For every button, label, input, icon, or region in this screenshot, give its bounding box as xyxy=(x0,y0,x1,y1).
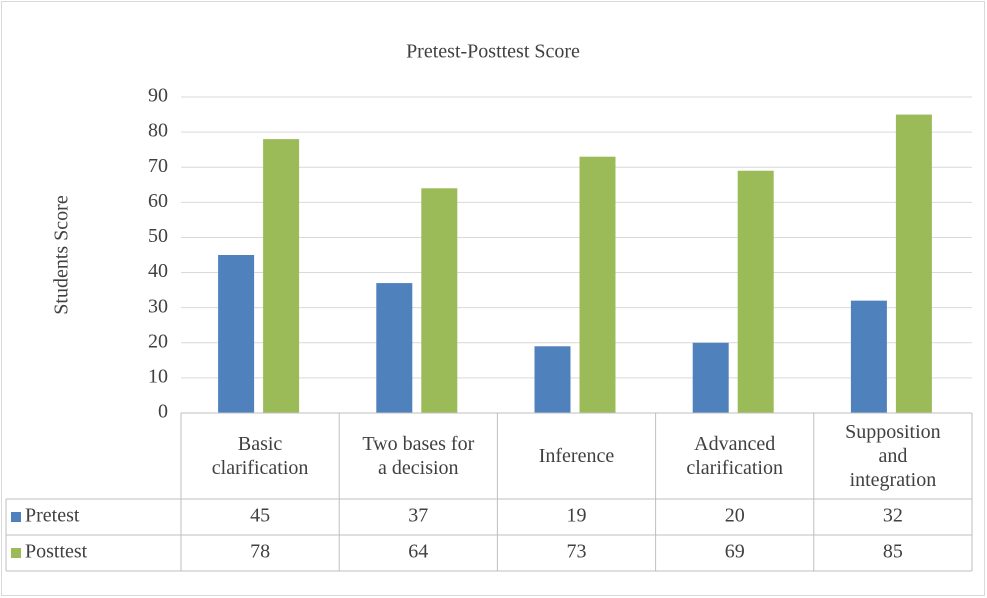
bar xyxy=(850,300,887,413)
legend-label: Pretest xyxy=(25,505,80,527)
table-value: 73 xyxy=(567,541,587,563)
category-cell: Advanced clarification xyxy=(656,413,814,499)
bar xyxy=(895,114,932,414)
category-cell: Supposition and integration xyxy=(814,413,972,499)
x-tick-label: Supposition and integration xyxy=(845,421,941,491)
bar xyxy=(421,188,458,413)
table-value: 64 xyxy=(408,541,428,563)
bar xyxy=(579,156,616,413)
category-cell-box: Inference xyxy=(497,413,655,499)
table-value: 37 xyxy=(408,505,428,527)
chart-title: Pretest-Posttest Score xyxy=(406,41,580,63)
category-cell: Inference xyxy=(497,413,655,499)
table-value: 20 xyxy=(725,505,745,527)
category-cell: Basic clarification xyxy=(181,413,339,499)
category-cell-box: Advanced clarification xyxy=(656,413,814,499)
legend-label: Posttest xyxy=(25,541,88,563)
x-tick-label: Two bases for a decision xyxy=(362,433,475,479)
bar xyxy=(737,170,774,413)
bar xyxy=(263,139,300,413)
y-axis-label: Students Score xyxy=(51,195,73,315)
y-tick-label: 80 xyxy=(148,120,168,142)
table-value: 45 xyxy=(250,505,270,527)
category-cell-box: Basic clarification xyxy=(181,413,339,499)
x-tick-label: Basic clarification xyxy=(211,433,309,479)
y-tick-label: 10 xyxy=(148,365,168,387)
bar xyxy=(376,283,413,413)
y-tick-label: 40 xyxy=(148,260,168,282)
bar xyxy=(218,255,255,413)
table-value: 85 xyxy=(883,541,903,563)
category-cell: Two bases for a decision xyxy=(339,413,497,499)
legend-key xyxy=(11,512,21,522)
y-tick-label: 60 xyxy=(148,190,168,212)
y-tick-label: 50 xyxy=(148,225,168,247)
y-tick-label: 70 xyxy=(148,155,168,177)
table-value: 69 xyxy=(725,541,745,563)
y-tick-label: 20 xyxy=(148,330,168,352)
y-tick-label: 0 xyxy=(158,401,168,423)
bar xyxy=(692,342,729,413)
category-cell-box: Supposition and integration xyxy=(814,413,972,499)
table-value: 78 xyxy=(250,541,270,563)
table-value: 19 xyxy=(567,505,587,527)
category-cell-box: Two bases for a decision xyxy=(339,413,497,499)
x-tick-label: Inference xyxy=(538,445,615,467)
table-value: 32 xyxy=(883,505,903,527)
y-tick-label: 30 xyxy=(148,295,168,317)
bar xyxy=(534,346,571,413)
x-tick-label: Advanced clarification xyxy=(686,433,783,479)
legend-key xyxy=(11,548,21,558)
y-tick-label: 90 xyxy=(148,85,168,107)
